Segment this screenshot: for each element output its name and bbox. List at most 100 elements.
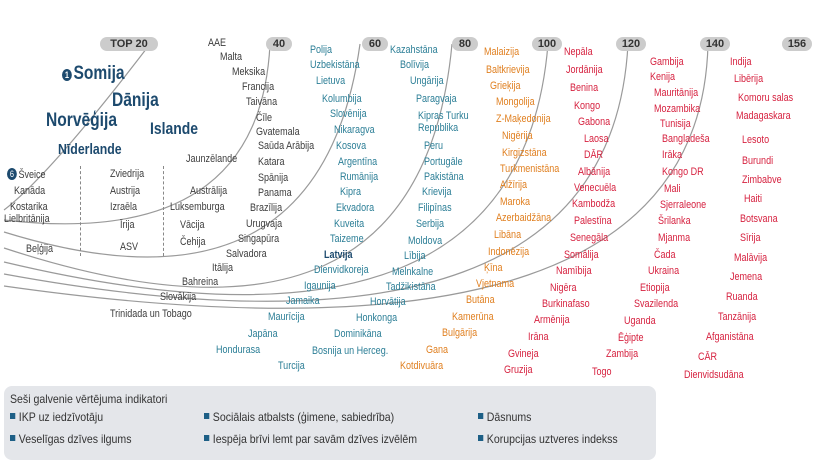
country-101-120: DĀR	[584, 149, 604, 161]
country-121-140: Svazilenda	[634, 298, 679, 310]
country-61-80: Tadžikistāna	[386, 281, 436, 293]
country-61-80: Serbija	[416, 218, 445, 230]
country-top20: Kostarika	[10, 201, 48, 213]
rank-label-top20: TOP 20	[100, 37, 158, 51]
country-top20: Jaunzēlande	[186, 153, 238, 165]
legend-panel: Seši galvenie vērtējuma indikatori IKP u…	[4, 386, 656, 460]
arc-60	[3, 43, 361, 258]
arc-40	[3, 43, 271, 225]
country-21-40: Gvatemala	[256, 126, 300, 138]
country-141-156: Komoru salas	[738, 92, 794, 104]
rank-6-badge: 6	[7, 168, 17, 180]
country-141-156: Haiti	[744, 193, 763, 205]
country-81-100: Kamerūna	[452, 311, 494, 323]
country-101-120: Palestīna	[574, 215, 612, 227]
country-121-140: Mauritānija	[654, 87, 699, 99]
country-121-140: Kongo DR	[662, 166, 704, 178]
country-21-40: Saūda Arābija	[258, 140, 315, 152]
divider	[163, 166, 164, 256]
legend-bullet-icon	[204, 413, 210, 419]
country-top20: Austrālija	[190, 185, 228, 197]
country-101-120: Jordānija	[566, 64, 603, 76]
country-latvija: Latvija	[324, 249, 353, 261]
country-141-156: CĀR	[698, 351, 718, 363]
rank-1-badge: 1	[62, 69, 72, 81]
country-121-140: Gambija	[650, 56, 684, 68]
country-81-100: Kirgizstāna	[502, 147, 547, 159]
country-141-156: Afganistāna	[706, 331, 754, 343]
rank-label-40: 40	[266, 37, 292, 51]
country-21-40: Singapūra	[238, 233, 280, 245]
country-61-80: Lībija	[404, 250, 426, 262]
country-top20: Luksemburga	[170, 201, 225, 213]
country-21-40: Spānija	[258, 172, 289, 184]
legend-bullet-icon	[10, 435, 16, 441]
legend-item: Sociālais atbalsts (ģimene, sabiedrība)	[204, 410, 394, 424]
rank-label-60: 60	[362, 37, 388, 51]
country-41-60: Nikaragva	[334, 124, 375, 136]
legend-bullet-icon	[478, 435, 484, 441]
country-21-40: Trinidada un Tobago	[110, 308, 192, 320]
legend-item: Iespēja brīvi lemt par savām dzīves izvē…	[204, 432, 417, 446]
country-121-140: Tunisija	[660, 118, 691, 130]
arc-80	[3, 43, 453, 288]
country-81-100: Nigērija	[502, 130, 533, 142]
country-61-80: Dominikāna	[334, 328, 382, 340]
country-101-120: Namībija	[556, 265, 592, 277]
country-21-40: Panama	[258, 187, 292, 199]
country-141-156: Sīrija	[740, 232, 761, 244]
legend-bullet-icon	[204, 435, 210, 441]
country-top20: Čehija	[180, 236, 206, 248]
country-121-140: Mali	[664, 183, 681, 195]
country-61-80: Portugāle	[424, 156, 463, 168]
country-top20: Zviedrija	[110, 168, 145, 180]
country-121-140: Togo	[592, 366, 612, 378]
country-41-60: Uzbekistāna	[310, 59, 360, 71]
country-61-80: Melnkalne	[392, 266, 434, 278]
country-101-120: Venecuēla	[574, 182, 617, 194]
country-81-100: Indonēzija	[488, 246, 530, 258]
country-81-100: Butāna	[466, 294, 495, 306]
country-141-156: Ruanda	[726, 291, 758, 303]
country-61-80: Pakistāna	[424, 171, 464, 183]
country-121-140: Uganda	[624, 315, 656, 327]
country-101-120: Gabona	[578, 116, 611, 128]
country-21-40: Itālija	[212, 262, 234, 274]
country-61-80: Krievija	[422, 186, 452, 198]
country-61-80: Honkonga	[356, 312, 398, 324]
country-top20: Izraēla	[110, 201, 138, 213]
country-81-100: Bulgārija	[442, 327, 478, 339]
country-101-120: Nepāla	[564, 46, 593, 58]
country-101-120: Armēnija	[534, 314, 570, 326]
country-101-120: Nigēra	[550, 282, 577, 294]
country-81-100: Kotdivuāra	[400, 360, 444, 372]
country-41-60: Kosova	[336, 140, 367, 152]
country-61-80: Horvātija	[370, 296, 406, 308]
country-141-156: Libērija	[734, 73, 764, 85]
legend-title: Seši galvenie vērtējuma indikatori	[10, 392, 168, 406]
country-41-60: Ekvadora	[336, 202, 375, 214]
country-81-100: Turkmenistāna	[500, 163, 560, 175]
country-121-140: Mjanma	[658, 232, 691, 244]
country-101-120: Senegāla	[570, 232, 609, 244]
country-101-120: Irāna	[528, 331, 549, 343]
country-top20-big: Islande	[150, 119, 199, 138]
country-41-60: Dienvidkoreja	[314, 264, 369, 276]
arc-100	[3, 43, 549, 296]
country-41-60: Japāna	[248, 328, 278, 340]
country-101-120: Albānija	[578, 166, 611, 178]
country-101-120: Kongo	[574, 100, 601, 112]
country-81-100: Mongolija	[496, 96, 535, 108]
country-41-60: Hondurasa	[216, 344, 261, 356]
legend-bullet-icon	[478, 413, 484, 419]
country-41-60: Slovēnija	[330, 108, 367, 120]
country-121-140: Šrilanka	[658, 215, 691, 227]
divider	[80, 166, 81, 256]
country-21-40: AAE	[208, 37, 227, 49]
country-21-40: Taivāna	[246, 96, 278, 108]
country-41-60: Jamaika	[286, 295, 320, 307]
country-141-156: Lesoto	[742, 134, 770, 146]
country-81-100: Malaizija	[484, 46, 520, 58]
country-41-60: Kipra	[340, 186, 362, 198]
country-41-60: Kuveita	[334, 218, 365, 230]
